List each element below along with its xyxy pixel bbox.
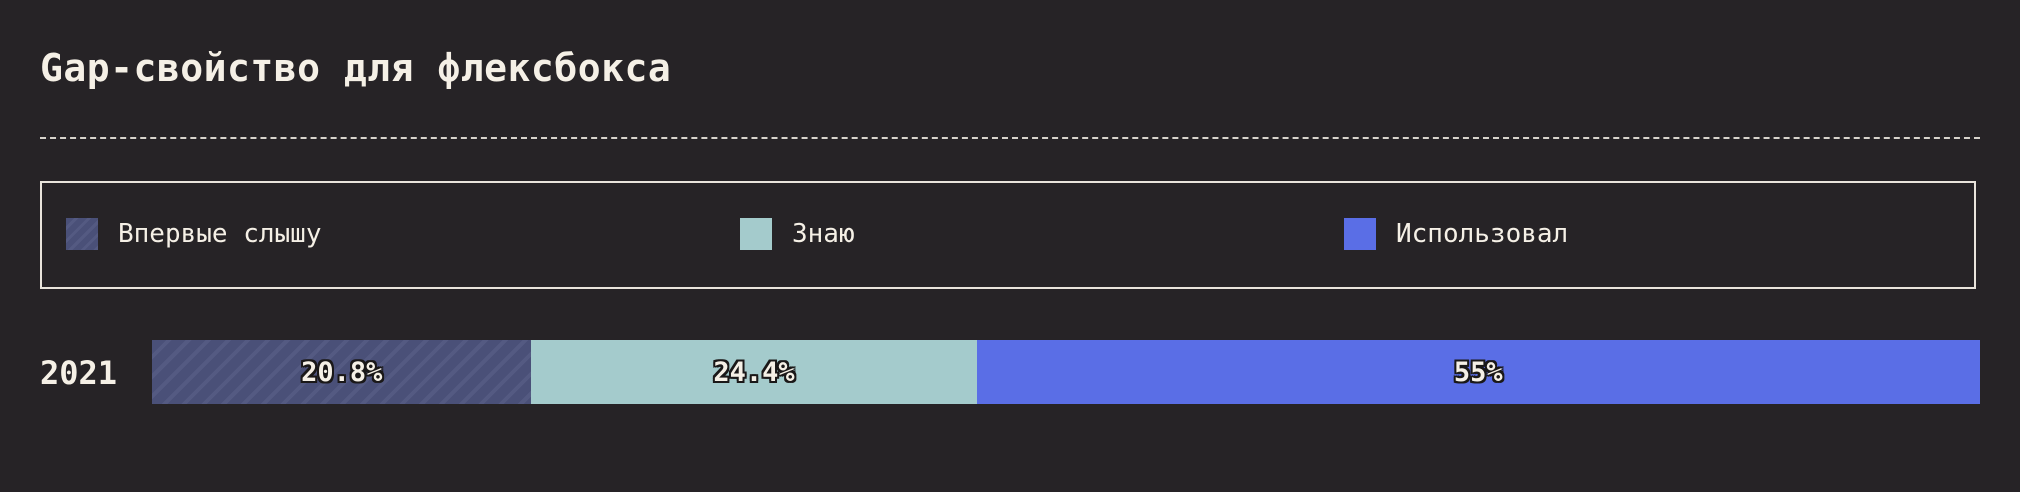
bar-value-label-never-heard: 20.8% [301,357,382,388]
chart-title: Gap-свойство для флексбокса [40,46,671,90]
dashed-divider [40,137,1980,139]
legend-label-never-heard: Впервые слышу [118,219,322,249]
legend-item-never-heard: Впервые слышу [66,217,322,251]
legend-item-used: Использовал [1344,217,1568,251]
bar-segment-used: 55% [977,340,1980,404]
legend-item-know: Знаю [740,217,855,251]
legend-swatch-never-heard [66,218,98,250]
legend-label-used: Использовал [1396,219,1568,249]
bar-value-label-know: 24.4% [713,357,794,388]
legend: Впервые слышу Знаю Использовал [40,181,1976,289]
legend-swatch-know [740,218,772,250]
legend-swatch-used [1344,218,1376,250]
stacked-bar-2021: 20.8% 24.4% 55% [152,340,1980,404]
category-label-2021: 2021 [40,354,117,392]
bar-segment-never-heard: 20.8% [152,340,531,404]
bar-segment-know: 24.4% [531,340,976,404]
bar-value-label-used: 55% [1454,357,1503,388]
legend-label-know: Знаю [792,219,855,249]
